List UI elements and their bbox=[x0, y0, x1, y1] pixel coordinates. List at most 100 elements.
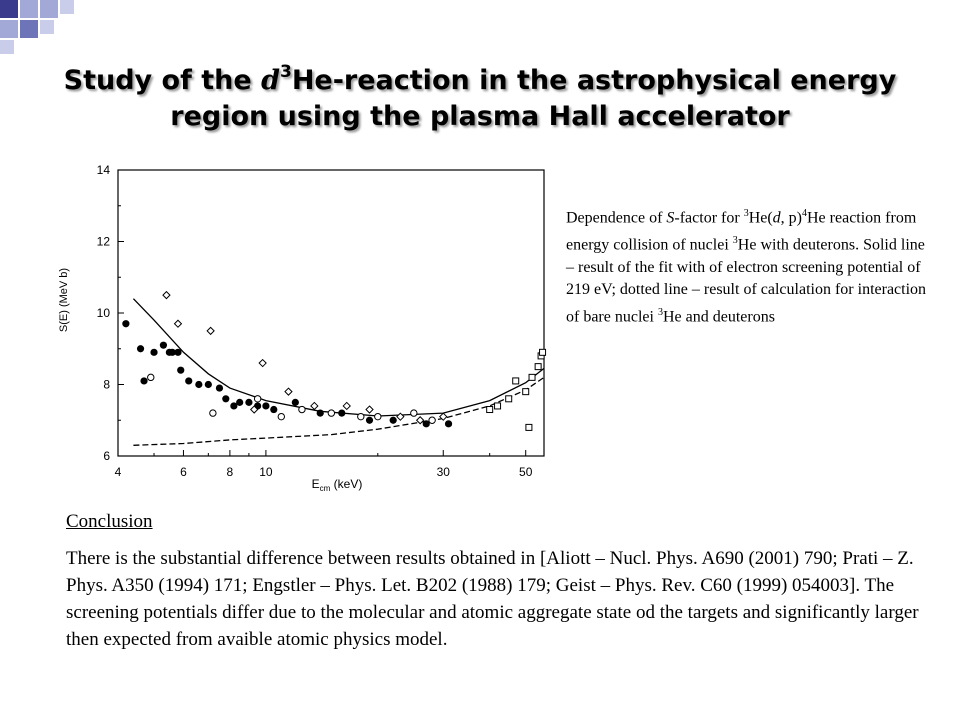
caption-text: He with deuterons. Solid line – result o… bbox=[566, 236, 927, 325]
data-point-square bbox=[525, 423, 533, 431]
data-point-open-circle bbox=[357, 412, 365, 421]
x-axis-label-unit: (keV) bbox=[330, 477, 362, 491]
data-point-square bbox=[512, 377, 520, 385]
caption-text: He reaction from energy collision of nuc… bbox=[566, 209, 917, 254]
deco-square bbox=[0, 20, 18, 38]
x-axis-label: Ecm (keV) bbox=[312, 477, 363, 493]
y-tick-label: 12 bbox=[97, 235, 111, 249]
deco-square bbox=[0, 0, 18, 18]
data-point-filled bbox=[262, 402, 270, 410]
data-point-filled bbox=[230, 402, 238, 410]
data-point-filled bbox=[185, 377, 193, 385]
caption-sup: 3 bbox=[732, 234, 738, 246]
caption-text: , p) bbox=[780, 209, 802, 227]
data-point-filled bbox=[136, 345, 145, 353]
data-point-diamond bbox=[249, 405, 259, 414]
data-point-filled bbox=[270, 405, 278, 414]
deco-square bbox=[20, 0, 38, 18]
data-point-filled bbox=[177, 366, 185, 374]
data-point-open-circle bbox=[327, 409, 336, 417]
corner-decoration bbox=[0, 0, 80, 60]
y-tick-label: 8 bbox=[103, 378, 110, 392]
caption-text-italic: d bbox=[772, 209, 781, 227]
x-tick-label: 30 bbox=[437, 465, 451, 479]
x-axis-label-main: E bbox=[312, 477, 320, 491]
data-point-filled bbox=[204, 380, 212, 389]
data-point-filled bbox=[140, 377, 148, 385]
data-point-diamond bbox=[396, 412, 405, 421]
chart-caption: Dependence of S-factor for 3He(d, p)4He … bbox=[566, 203, 936, 328]
data-point-filled bbox=[245, 398, 253, 406]
data-point-filled bbox=[316, 409, 324, 417]
data-point-diamond bbox=[439, 412, 448, 421]
x-tick-label: 10 bbox=[259, 465, 273, 479]
x-tick-label: 6 bbox=[180, 465, 187, 479]
y-axis-label: S(E) (MeV b) bbox=[58, 268, 70, 332]
data-point-filled bbox=[389, 416, 397, 424]
data-point-diamond bbox=[342, 401, 351, 411]
caption-sup: 3 bbox=[743, 208, 749, 219]
x-tick-label: 8 bbox=[227, 465, 234, 479]
slide-title: Study of the d3He-reaction in the astrop… bbox=[40, 56, 920, 135]
data-point-square bbox=[534, 363, 542, 371]
title-greek: d bbox=[261, 65, 280, 96]
data-point-open-circle bbox=[253, 395, 262, 403]
data-point-filled bbox=[150, 348, 158, 356]
data-point-square bbox=[486, 406, 494, 414]
deco-square bbox=[40, 20, 54, 34]
caption-text: -factor for bbox=[674, 209, 744, 227]
fit-line-series bbox=[132, 298, 545, 417]
x-tick-label: 4 bbox=[115, 465, 122, 479]
data-point-filled bbox=[222, 395, 230, 403]
data-point-diamond bbox=[258, 358, 267, 368]
y-tick-label: 14 bbox=[97, 163, 111, 177]
data-point-filled bbox=[444, 420, 453, 428]
title-part2: He-reaction in the astrophysical energy bbox=[291, 65, 897, 96]
caption-text: He and deuterons bbox=[662, 307, 775, 325]
data-point-open-circle bbox=[410, 409, 418, 417]
y-tick-label: 6 bbox=[103, 449, 110, 463]
conclusion-text: There is the substantial difference betw… bbox=[66, 548, 919, 650]
data-point-diamond bbox=[173, 319, 183, 328]
caption-sup: 3 bbox=[657, 306, 663, 318]
x-axis-label-sub: cm bbox=[320, 484, 331, 493]
caption-text: He( bbox=[748, 209, 773, 227]
data-point-diamond bbox=[310, 401, 319, 411]
data-point-open-circle bbox=[209, 409, 217, 417]
data-point-open-circle bbox=[298, 405, 306, 414]
data-point-open-circle bbox=[428, 416, 436, 424]
data-point-filled bbox=[159, 341, 168, 349]
data-point-square bbox=[494, 402, 502, 410]
deco-square bbox=[60, 0, 74, 14]
data-point-open-circle bbox=[374, 412, 382, 421]
data-point-filled bbox=[122, 320, 130, 328]
y-tick-label: 10 bbox=[97, 306, 111, 320]
data-point-square bbox=[539, 348, 547, 356]
data-point-diamond bbox=[415, 416, 425, 425]
data-point-filled bbox=[422, 420, 430, 428]
data-point-square bbox=[522, 388, 530, 396]
data-point-filled bbox=[365, 416, 374, 424]
data-point-filled bbox=[236, 398, 244, 406]
deco-square bbox=[0, 40, 14, 54]
data-point-diamond bbox=[206, 326, 215, 336]
conclusion-heading: Conclusion bbox=[66, 511, 153, 532]
caption-text: Dependence of bbox=[566, 209, 667, 227]
data-point-diamond bbox=[162, 290, 171, 300]
data-point-diamond bbox=[284, 387, 293, 396]
title-part1: Study of the bbox=[63, 65, 262, 96]
title-line2: region using the plasma Hall accelerator bbox=[170, 101, 790, 132]
data-point-filled bbox=[291, 398, 299, 406]
title-sup: 3 bbox=[279, 62, 292, 82]
data-point-filled bbox=[174, 348, 182, 356]
data-point-filled bbox=[195, 380, 203, 389]
caption-text-italic: S bbox=[666, 209, 675, 227]
data-point-square bbox=[528, 373, 536, 381]
data-point-filled bbox=[168, 348, 176, 356]
caption-sup: 4 bbox=[802, 208, 807, 219]
deco-square bbox=[20, 20, 38, 38]
data-point-diamond bbox=[365, 405, 374, 414]
data-point-open-circle bbox=[147, 373, 155, 382]
deco-square bbox=[40, 0, 58, 18]
x-tick-label: 50 bbox=[519, 465, 533, 479]
